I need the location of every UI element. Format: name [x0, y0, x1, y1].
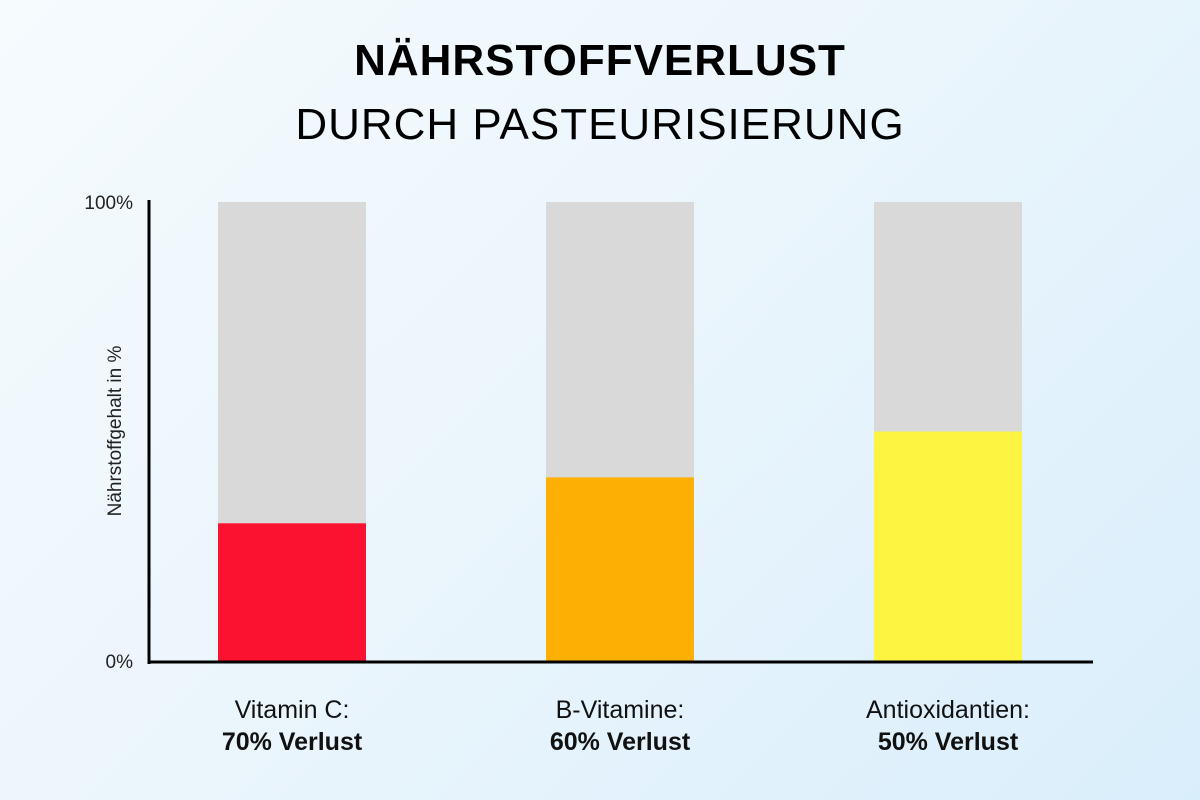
category-name: Antioxidantien:	[865, 696, 1030, 724]
chart-subtitle: DURCH PASTEURISIERUNG	[295, 100, 905, 149]
loss-label: 50% Verlust	[877, 728, 1019, 756]
bar-antioxidantien	[874, 431, 1022, 661]
category-label-b-vitamine: B-Vitamine: 60% Verlust	[470, 694, 770, 758]
category-label-vitamin-c: Vitamin C: 70% Verlust	[142, 694, 442, 758]
y-tick-label-100: 100%	[84, 193, 133, 214]
category-name: B-Vitamine:	[555, 696, 685, 724]
chart-title: NÄHRSTOFFVERLUST	[354, 36, 846, 85]
category-label-antioxidantien: Antioxidantien: 50% Verlust	[798, 694, 1098, 758]
bar-b-vitamine	[546, 477, 694, 661]
y-axis-label: Nährstoffgehalt in %	[105, 346, 126, 517]
loss-label: 60% Verlust	[549, 728, 691, 756]
loss-label: 70% Verlust	[221, 728, 363, 756]
bar-vitamin-c	[218, 523, 366, 661]
y-tick-label-0: 0%	[106, 652, 134, 673]
category-name: Vitamin C:	[234, 696, 350, 724]
